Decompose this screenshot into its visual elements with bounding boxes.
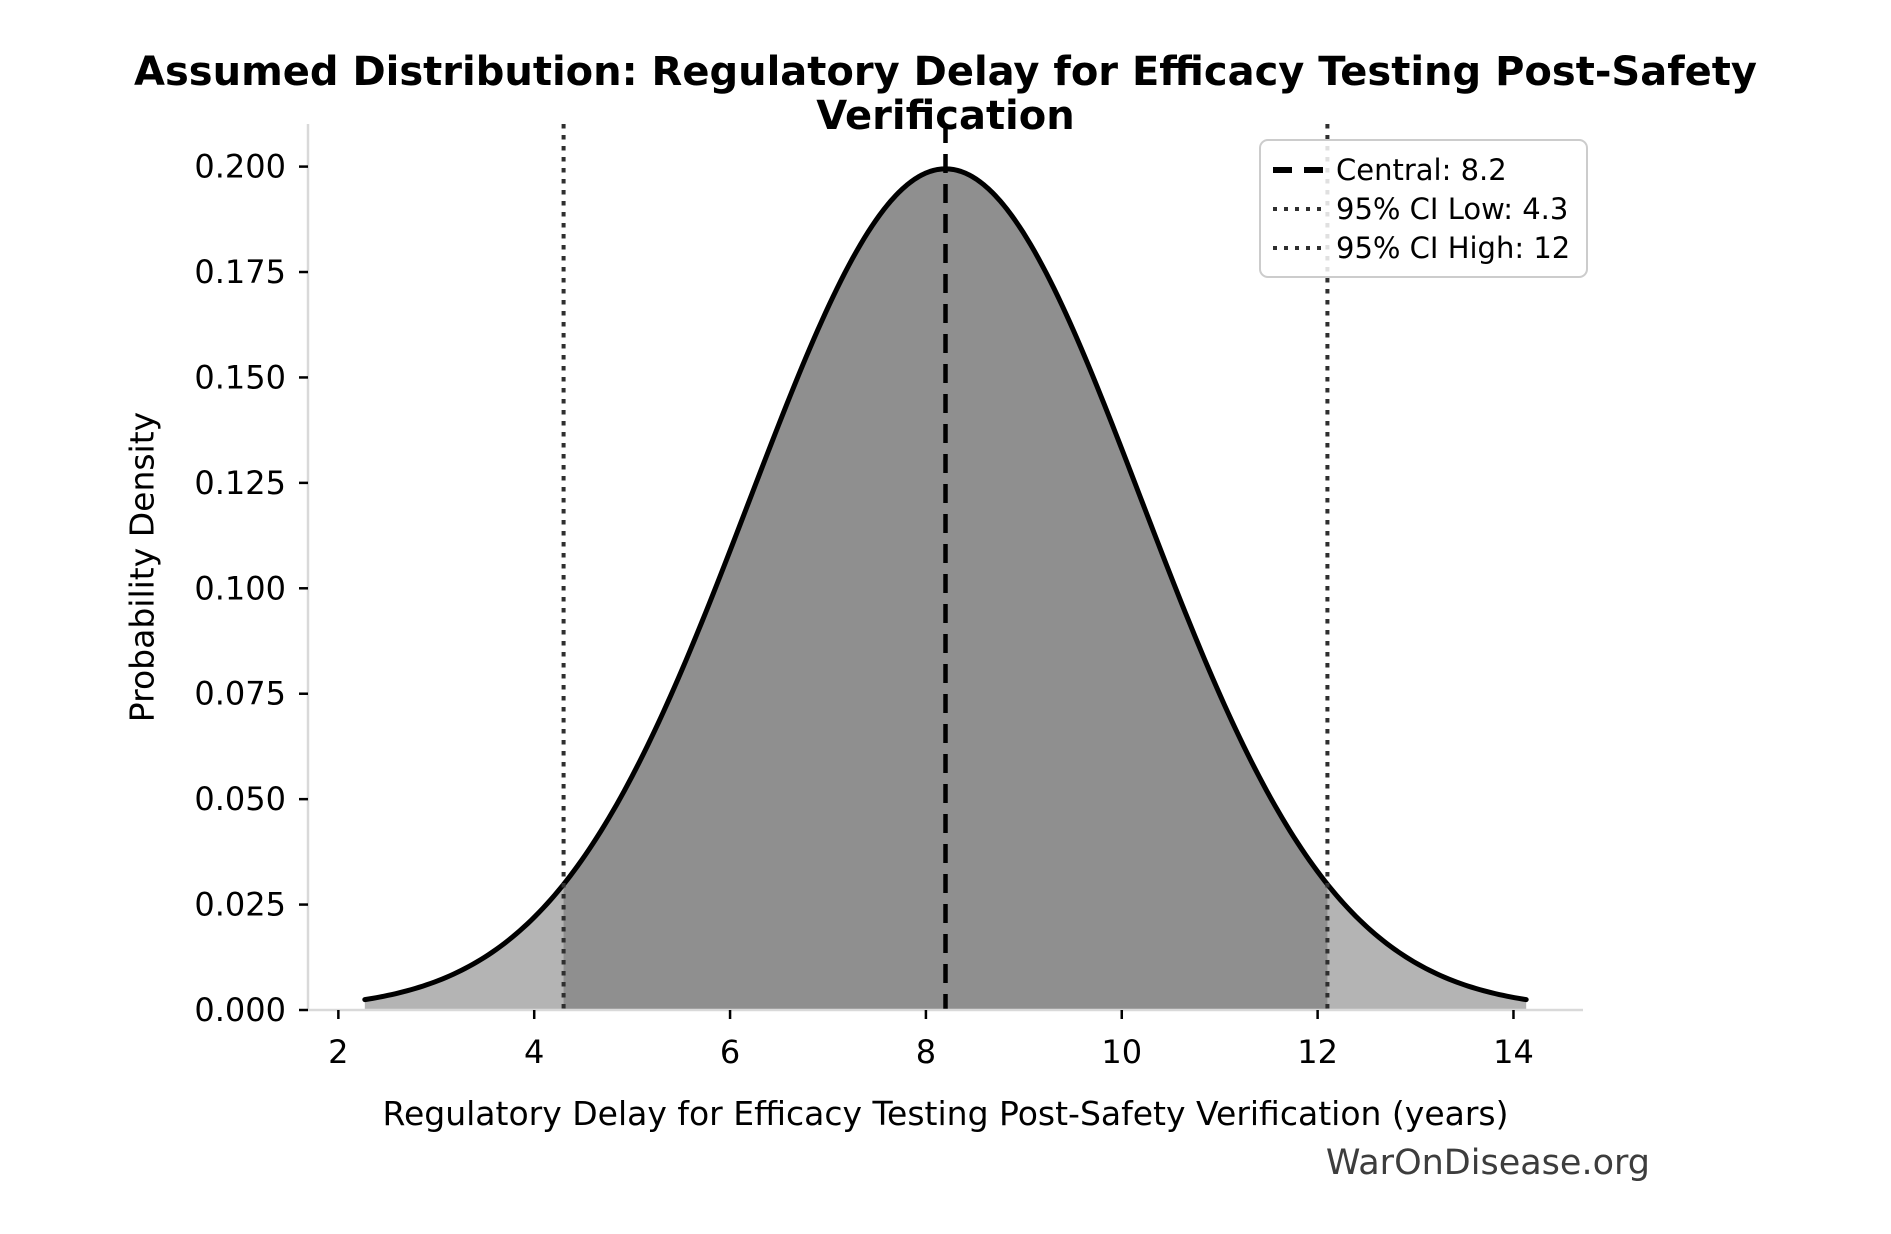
chart-title: Assumed Distribution: Regulatory Delay f… xyxy=(134,49,1757,139)
y-tick-label: 0.100 xyxy=(194,569,286,607)
y-tick-label: 0.150 xyxy=(194,358,286,396)
legend-box: Central: 8.2 95% CI Low: 4.3 95% CI High… xyxy=(1259,139,1589,278)
watermark-text: WarOnDisease.org xyxy=(1325,1143,1650,1183)
y-tick-label: 0.175 xyxy=(194,253,286,291)
x-tick-label: 2 xyxy=(328,1033,348,1071)
y-tick-label: 0.000 xyxy=(194,991,286,1029)
legend-label-central: Central: 8.2 xyxy=(1336,152,1507,187)
x-tick-label: 8 xyxy=(916,1033,936,1071)
legend-item-central: Central: 8.2 xyxy=(1273,150,1570,189)
legend-label-ci-high: 95% CI High: 12 xyxy=(1336,230,1571,265)
legend-item-ci-high: 95% CI High: 12 xyxy=(1273,228,1570,267)
y-axis-label: Probability Density xyxy=(122,411,162,723)
dashed-line-sample xyxy=(1273,166,1323,173)
y-tick-label: 0.125 xyxy=(194,464,286,502)
x-tick-label: 6 xyxy=(720,1033,740,1071)
x-tick-label: 10 xyxy=(1101,1033,1142,1071)
legend-item-ci-low: 95% CI Low: 4.3 xyxy=(1273,189,1570,228)
x-tick-label: 14 xyxy=(1493,1033,1534,1071)
x-axis-label: Regulatory Delay for Efficacy Testing Po… xyxy=(382,1094,1509,1133)
y-tick-label: 0.050 xyxy=(194,780,286,818)
x-tick-label: 12 xyxy=(1297,1033,1338,1071)
x-tick-label: 4 xyxy=(524,1033,544,1071)
dotted-line-sample xyxy=(1273,245,1323,250)
y-tick-label: 0.075 xyxy=(194,675,286,713)
dotted-line-sample xyxy=(1273,206,1323,211)
legend-label-ci-low: 95% CI Low: 4.3 xyxy=(1336,191,1569,226)
y-tick-label: 0.025 xyxy=(194,886,286,924)
y-tick-label: 0.200 xyxy=(194,148,286,186)
